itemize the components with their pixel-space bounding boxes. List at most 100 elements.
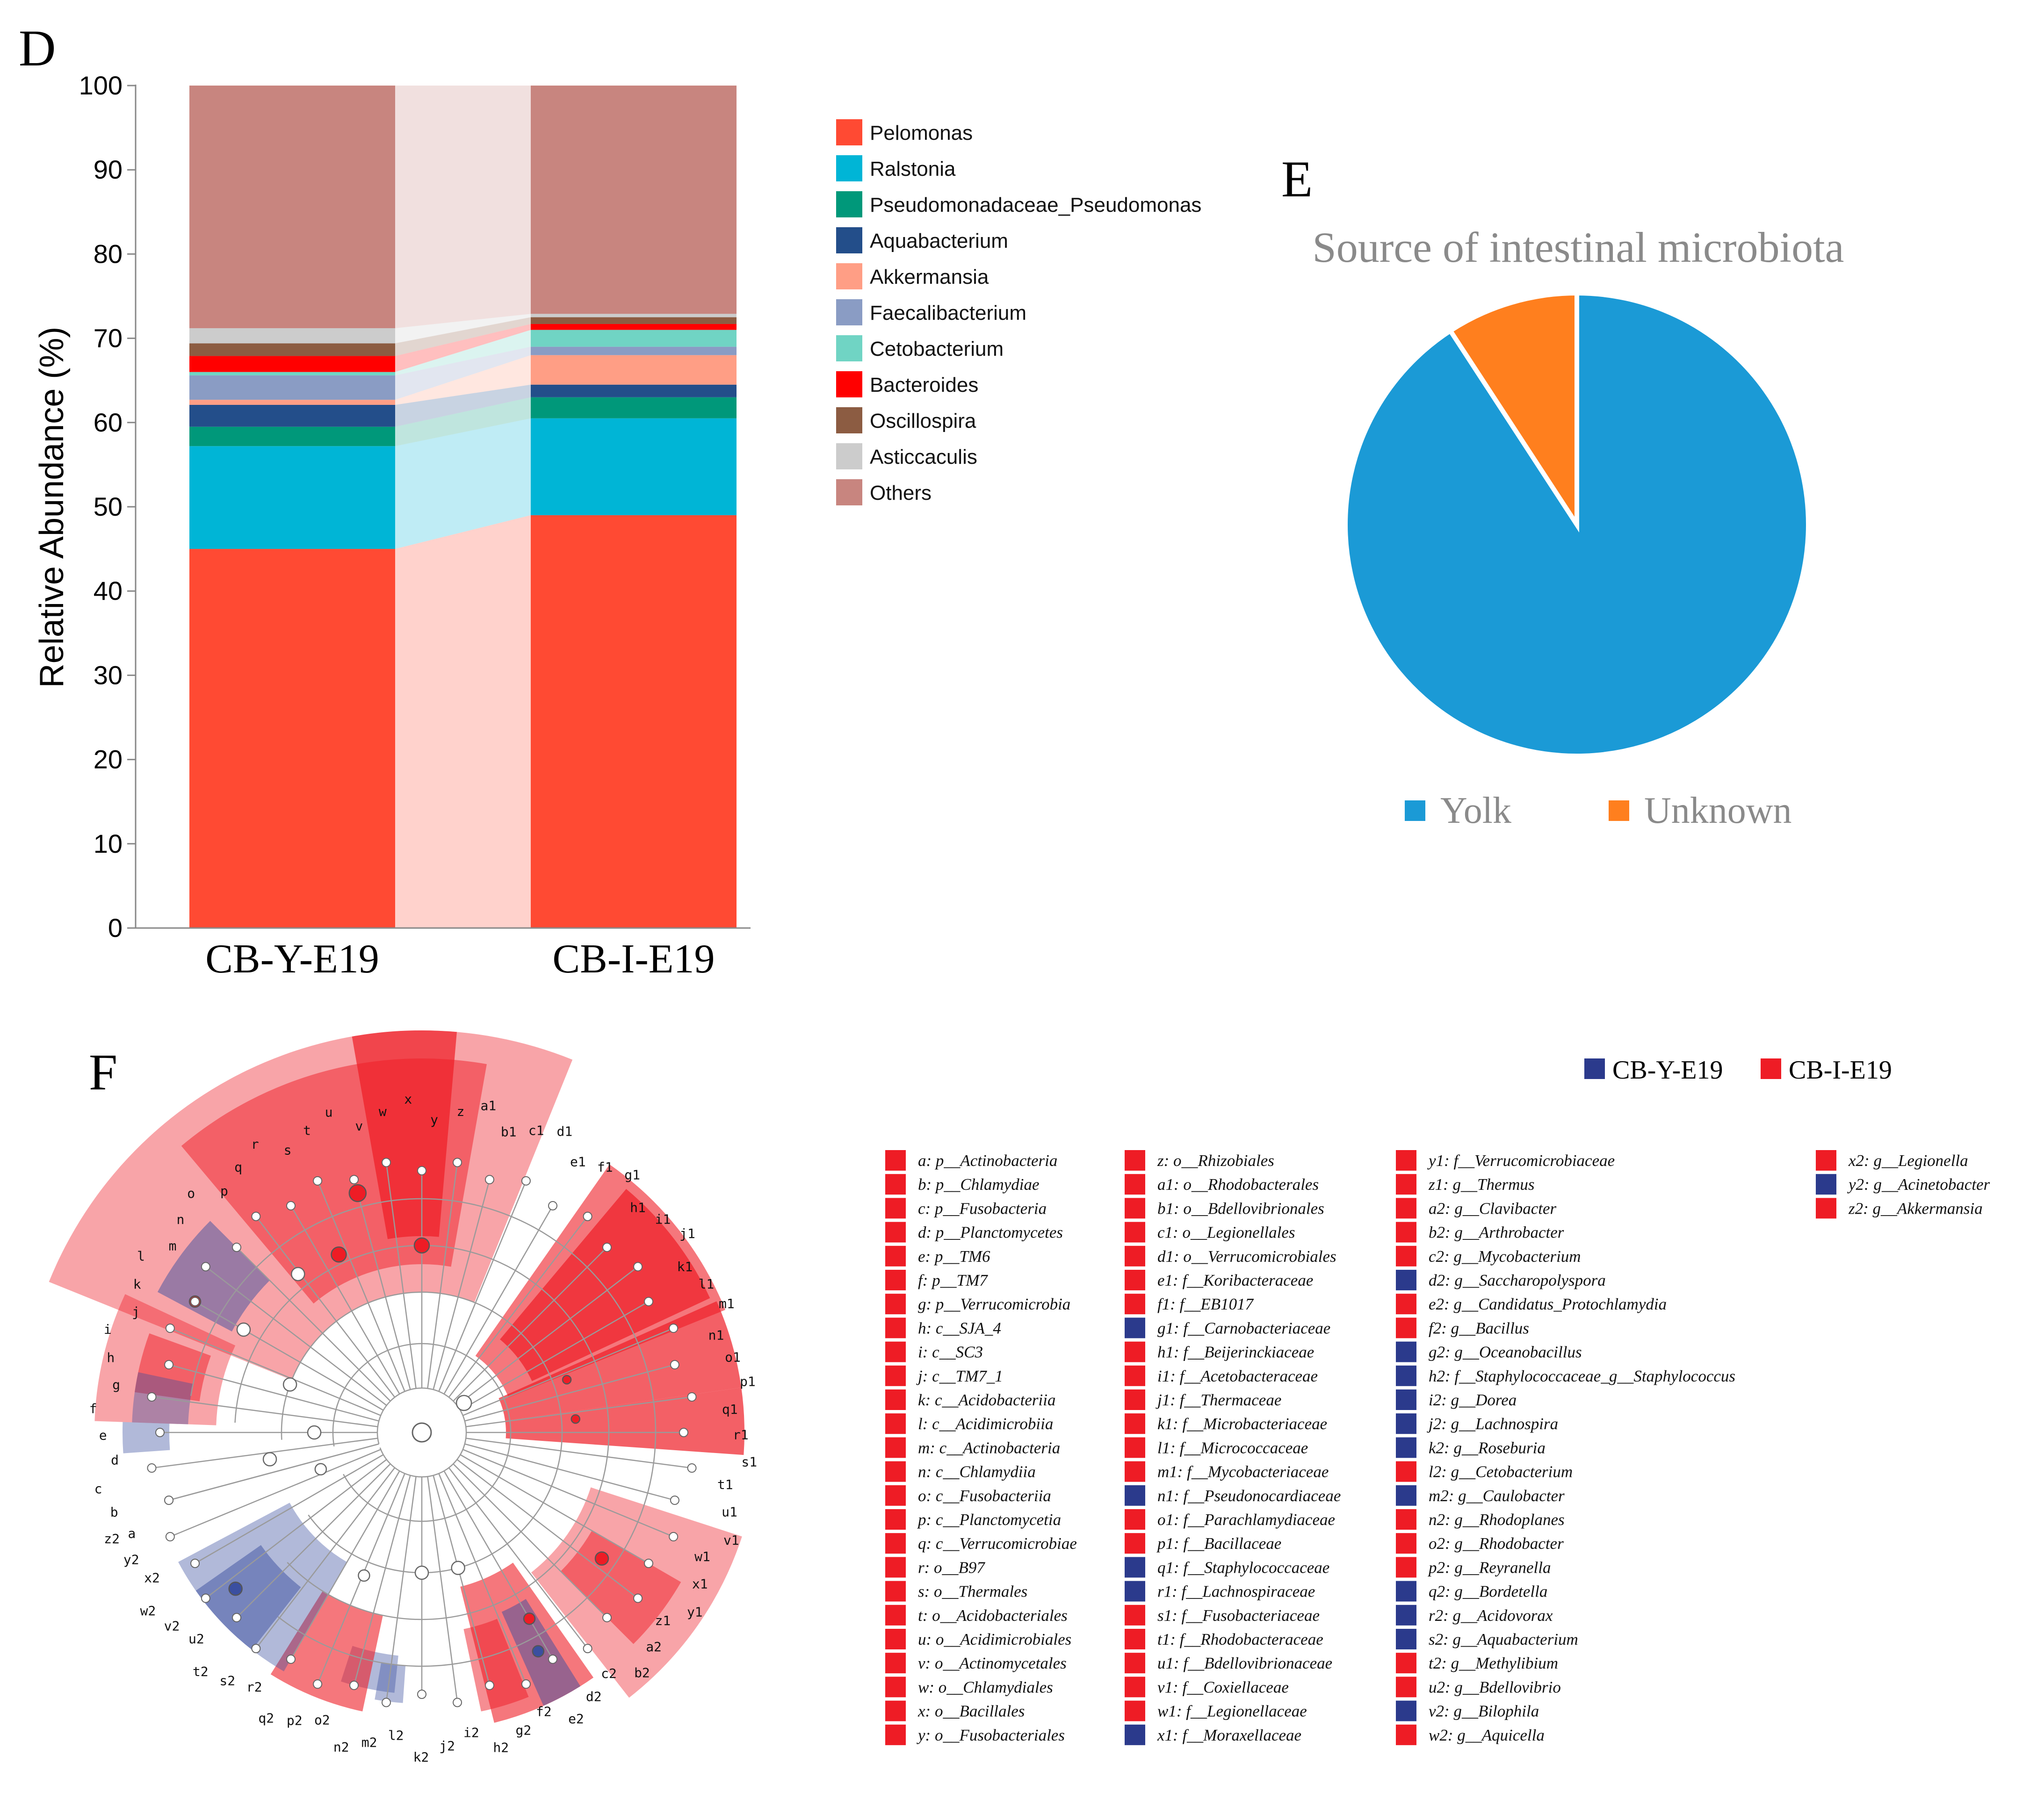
taxon-abbreviation: b: p__Chlamydiae xyxy=(918,1175,1040,1194)
cladogram-node-label: g xyxy=(112,1377,120,1392)
legend-label-Cetobacterium: Cetobacterium xyxy=(870,338,1004,360)
cladogram-node-label: x2 xyxy=(144,1570,160,1585)
taxon-abbreviation: i2: g__Dorea xyxy=(1429,1391,1517,1409)
cladogram-leaf xyxy=(583,1644,592,1654)
cladogram-branch xyxy=(443,1205,554,1395)
bar-segment-CB-I-E19-Cetobacterium xyxy=(531,330,737,347)
cladogram-leaf xyxy=(633,1593,643,1603)
cladogram-leaf xyxy=(164,1495,174,1505)
taxon-group-swatch xyxy=(1396,1461,1416,1482)
taxon-group-swatch xyxy=(885,1533,906,1554)
taxon-abbreviation: t2: g__Methylibium xyxy=(1429,1654,1558,1672)
clade-highlight-sector xyxy=(498,1301,742,1421)
cladogram-node-label: f2 xyxy=(536,1704,552,1719)
cladogram-leaf xyxy=(633,1262,643,1272)
taxon-abbreviation: z: o__Rhizobiales xyxy=(1157,1151,1274,1170)
taxon-abbreviation: f: p__TM7 xyxy=(918,1271,988,1289)
cladogram-branch xyxy=(195,1301,384,1411)
taxon-group-swatch xyxy=(1125,1509,1145,1530)
cladogram-node xyxy=(307,1425,322,1440)
cladogram-leaf xyxy=(349,1175,359,1185)
taxon-group-swatch xyxy=(1125,1557,1145,1578)
cladogram-node-label: n2 xyxy=(333,1740,349,1755)
bar-segment-CB-I-E19-Akkermansia xyxy=(531,355,737,385)
bar-segment-CB-I-E19-Aquabacterium xyxy=(531,384,737,397)
taxon-abbreviation: p: c__Planctomycetia xyxy=(917,1511,1061,1529)
cladogram-leaf xyxy=(164,1360,174,1370)
taxon-abbreviation: l: c__Acidimicrobiia xyxy=(918,1415,1053,1433)
cladogram-node-label: h1 xyxy=(630,1200,646,1216)
legend-swatch-Pseudomonadaceae_Pseudomonas xyxy=(836,191,862,217)
taxon-group-swatch xyxy=(885,1389,906,1410)
cladogram-node-label: a xyxy=(128,1526,136,1541)
cladogram-node-label: i2 xyxy=(463,1725,479,1740)
cladogram-node-label: o xyxy=(187,1186,195,1201)
cladogram-branch xyxy=(453,1247,607,1402)
cladogram-node xyxy=(331,1246,347,1263)
taxon-abbreviation: f1: f__EB1017 xyxy=(1157,1295,1254,1313)
bar-segment-CB-I-E19-Pelomonas xyxy=(531,515,737,928)
taxon-abbreviation: r: o__B97 xyxy=(918,1558,985,1576)
cladogram-node-label: f1 xyxy=(597,1159,613,1175)
cladogram-group-legend: CB-Y-E19 CB-I-E19 xyxy=(1584,1056,1892,1085)
cladogram-branch xyxy=(433,1475,491,1686)
cladogram-node-label: v2 xyxy=(164,1619,180,1634)
taxon-abbreviation: v: o__Actinomycetales xyxy=(918,1654,1067,1672)
taxon-abbreviation: w2: g__Aquicella xyxy=(1429,1726,1545,1744)
cladogram-node-label: q1 xyxy=(722,1402,738,1417)
panel-e-pie-chart: E Source of intestinal microbiota Yolk Un… xyxy=(1281,151,1844,831)
cladogram-node-label: b2 xyxy=(634,1665,650,1680)
legend-swatch-Oscillospira xyxy=(836,407,862,433)
legend-swatch-Faecalibacterium xyxy=(836,299,862,325)
bar-segment-CB-Y-E19-Faecalibacterium xyxy=(189,375,395,400)
y-tick-label: 20 xyxy=(94,745,123,774)
pie-legend-label-Unknown: Unknown xyxy=(1644,790,1792,831)
taxon-abbreviation: e2: g__Candidatus_Protochlamydia xyxy=(1429,1295,1667,1313)
cladogram-node-label: v xyxy=(355,1118,363,1134)
cladogram-node-label: f xyxy=(89,1401,97,1416)
cladogram-node xyxy=(314,1463,327,1475)
cladogram-branch xyxy=(195,1454,384,1564)
taxon-group-swatch xyxy=(1125,1437,1145,1458)
cladogram-node xyxy=(262,1452,277,1467)
cladogram-leaf xyxy=(669,1532,679,1541)
taxon-group-swatch xyxy=(885,1317,906,1338)
ribbon-Akkermansia xyxy=(395,355,531,405)
pie-title: Source of intestinal microbiota xyxy=(1313,223,1844,271)
cladogram-branch xyxy=(236,1463,391,1618)
clade-highlight-sector xyxy=(500,1189,710,1382)
group-legend-label-CB-Y-E19: CB-Y-E19 xyxy=(1612,1056,1723,1085)
cladogram-node-label: n1 xyxy=(708,1328,724,1343)
cladogram-node-label: y xyxy=(430,1112,438,1128)
y-tick-label: 30 xyxy=(94,660,123,690)
cladogram-node-label: i xyxy=(104,1322,112,1337)
taxon-group-swatch xyxy=(1125,1461,1145,1482)
cladogram-branch xyxy=(462,1449,674,1538)
taxon-group-swatch xyxy=(885,1174,906,1195)
panel-f-letter: F xyxy=(89,1043,117,1101)
cladogram-node-label: c xyxy=(94,1481,102,1497)
cladogram-leaf xyxy=(602,1612,612,1622)
cladogram-leaf xyxy=(381,1158,391,1167)
cladogram-branch xyxy=(152,1438,378,1469)
cladogram-branch xyxy=(170,1449,381,1538)
bar-segment-CB-I-E19-Faecalibacterium xyxy=(531,346,737,355)
cladogram-leaf xyxy=(232,1243,242,1252)
legend-label-Others: Others xyxy=(870,482,932,504)
legend-swatch-Ralstonia xyxy=(836,155,862,181)
cladogram-ring xyxy=(190,1198,657,1667)
cladogram-node xyxy=(348,1184,367,1202)
cladogram-node-label: u1 xyxy=(722,1504,737,1519)
cladogram-node-label: a1 xyxy=(481,1098,497,1114)
cladogram-node-label: z xyxy=(457,1104,465,1119)
pie-legend-label-Yolk: Yolk xyxy=(1440,790,1511,831)
taxon-abbreviation: h1: f__Beijerinckiaceae xyxy=(1157,1343,1314,1361)
x-tick-label: CB-I-E19 xyxy=(552,936,715,982)
cladogram-node-label: w xyxy=(379,1104,387,1119)
stacked-bars xyxy=(189,86,737,928)
cladogram-node-label: x1 xyxy=(692,1576,708,1592)
ribbon-Asticcaculis xyxy=(395,314,531,344)
taxon-abbreviation: u1: f__Bdellovibrionaceae xyxy=(1157,1654,1332,1672)
taxon-abbreviation: a2: g__Clavibacter xyxy=(1429,1199,1557,1217)
taxon-group-swatch xyxy=(1125,1198,1145,1219)
